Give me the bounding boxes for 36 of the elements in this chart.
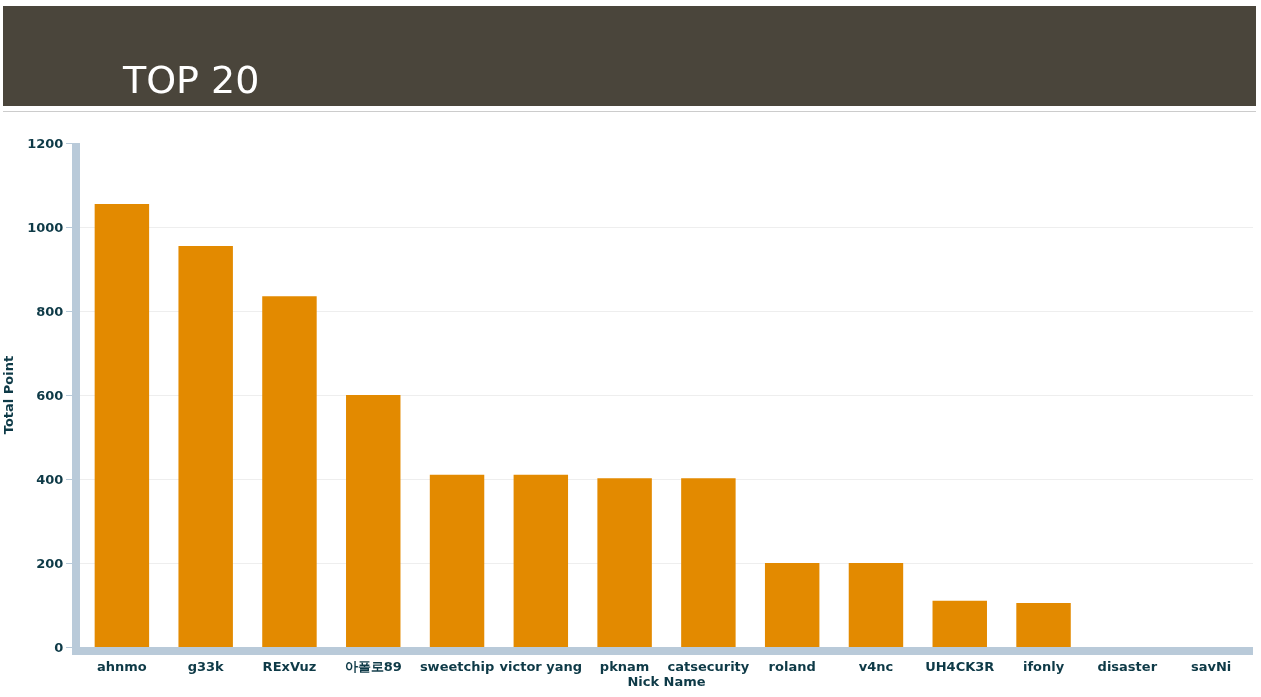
bar — [178, 245, 233, 647]
x-tick-label: v4nc — [858, 658, 894, 674]
x-tick-label: disaster — [1097, 658, 1158, 674]
bar — [94, 203, 150, 647]
x-tick-label: g33k — [187, 658, 225, 674]
y-tick-label: 1000 — [27, 219, 64, 235]
bar — [597, 478, 652, 647]
x-tick-label: catsecurity — [667, 658, 750, 674]
chart-title: TOP 20 — [123, 58, 260, 102]
bar — [848, 563, 904, 647]
bar — [346, 395, 401, 647]
bar — [1016, 602, 1071, 647]
y-tick-label: 800 — [36, 303, 64, 319]
y-tick-label: 200 — [36, 555, 64, 571]
bar — [932, 600, 987, 647]
x-tick-label: UH4CK3R — [925, 658, 995, 674]
y-tick-label: 0 — [54, 639, 64, 655]
y-axis-title: Total Point — [0, 355, 16, 435]
y-tick-label: 600 — [36, 387, 64, 403]
bar — [681, 478, 736, 647]
x-axis-title: Nick Name — [627, 673, 706, 689]
x-tick-label: roland — [768, 658, 816, 674]
x-tick-label: victor yang — [499, 658, 583, 674]
y-tick-label: 1200 — [27, 135, 64, 151]
x-tick-label: savNi — [1190, 658, 1232, 674]
x-tick-label: pknam — [599, 658, 650, 674]
x-tick-label: ahnmo — [97, 658, 147, 674]
x-tick-label: 아폴로89 — [344, 658, 402, 674]
bar — [262, 296, 317, 647]
bar — [513, 474, 569, 647]
x-tick-label: ifonly — [1022, 658, 1065, 674]
bar — [429, 474, 485, 647]
bar — [764, 563, 820, 647]
y-tick-label: 400 — [36, 471, 64, 487]
x-tick-label: sweetchip — [419, 658, 495, 674]
x-tick-label: RExVuz — [262, 658, 317, 674]
